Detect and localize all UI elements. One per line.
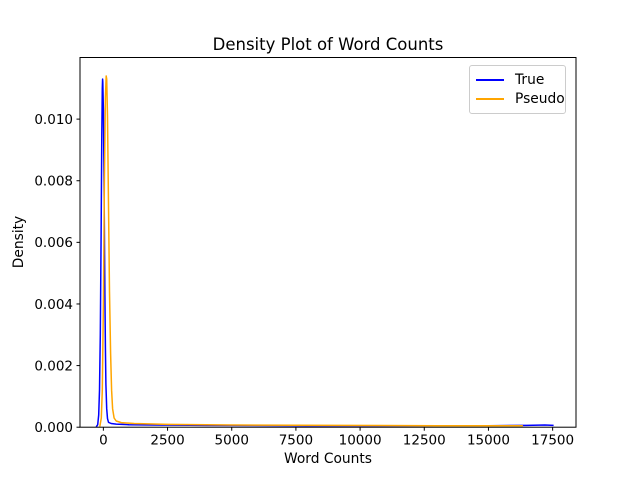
y-tick-label: 0.004 xyxy=(34,297,73,313)
y-tick-label: 0.006 xyxy=(34,235,73,251)
legend-label-true: True xyxy=(515,71,545,88)
x-tick-label: 17500 xyxy=(531,433,574,449)
x-tick-label: 5000 xyxy=(215,433,249,449)
x-tick-label: 15000 xyxy=(467,433,510,449)
x-tick-label: 7500 xyxy=(279,433,313,449)
y-axis-label: Density xyxy=(11,215,27,269)
x-tick-label: 10000 xyxy=(339,433,382,449)
y-tick-label: 0.010 xyxy=(34,112,73,128)
chart-title: Density Plot of Word Counts xyxy=(212,35,444,54)
x-tick-label: 0 xyxy=(99,433,108,449)
legend-item-pseudo: Pseudo xyxy=(476,89,565,108)
legend-label-pseudo: Pseudo xyxy=(515,90,565,107)
y-tick-label: 0.000 xyxy=(34,420,73,436)
y-tick-label: 0.008 xyxy=(34,174,73,190)
legend-line-swatch-pseudo xyxy=(476,97,504,100)
series-line-pseudo xyxy=(99,75,523,427)
x-tick-label: 12500 xyxy=(403,433,446,449)
legend: True Pseudo xyxy=(469,65,566,114)
x-tick-label: 2500 xyxy=(150,433,184,449)
y-tick-label: 0.002 xyxy=(34,358,73,374)
x-axis-label: Word Counts xyxy=(283,451,372,467)
legend-line-swatch-true xyxy=(476,78,504,81)
legend-item-true: True xyxy=(476,70,558,89)
series-line-true xyxy=(95,78,554,428)
